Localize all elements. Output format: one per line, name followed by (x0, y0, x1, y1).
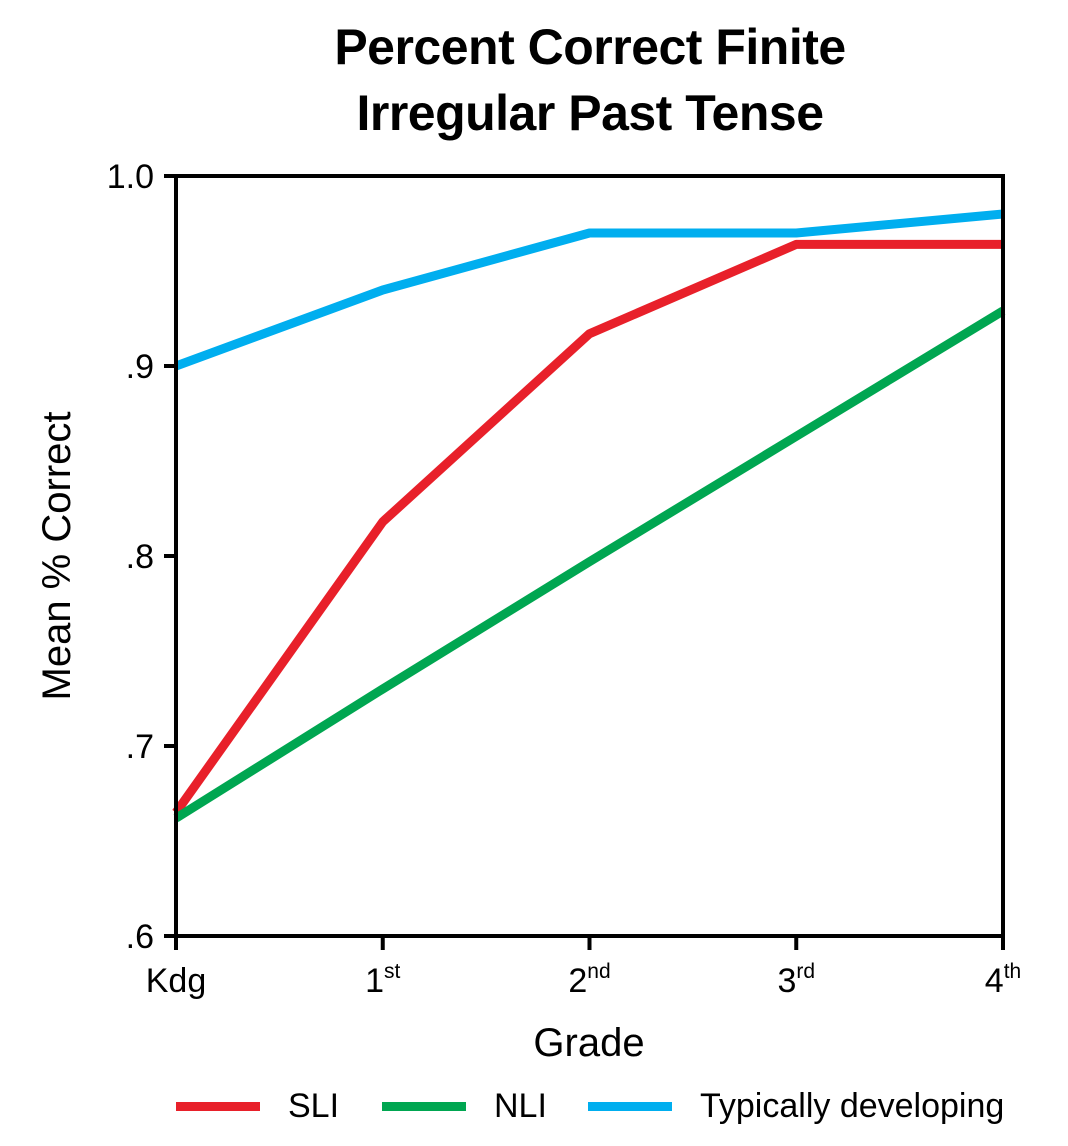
series-line-typically-developing (174, 209, 1004, 371)
y-tick-label: 1.0 (107, 158, 154, 196)
line-chart: 1.0 .9 .8 .7 .6 Kdg 1st 2nd 3rd 4th Grade Mean % … (35, 158, 1021, 1065)
legend-swatch-typically-developing (588, 1101, 672, 1111)
legend-item-typically-developing: Typically developing (588, 1078, 1004, 1134)
x-tick-label: Kdg (146, 962, 207, 1000)
x-tick-label: 3rd (777, 960, 815, 1000)
x-axis-title: Grade (533, 1021, 644, 1065)
legend-label-nli: NLI (494, 1086, 547, 1125)
y-tick-label: .6 (126, 918, 154, 956)
legend-swatch-sli (176, 1101, 260, 1111)
series-line-sli (172, 239, 1003, 816)
chart-title-line-1: Percent Correct Finite (334, 19, 846, 75)
legend: SLI NLI Typically developing (0, 1078, 1068, 1134)
legend-label-sli: SLI (288, 1086, 340, 1125)
y-tick-label: .7 (126, 728, 154, 766)
y-tick-label: .9 (126, 348, 154, 386)
x-tick-label: 1st (365, 960, 400, 1000)
plot-frame (174, 174, 1005, 938)
legend-label-typically-developing: Typically developing (700, 1086, 1005, 1125)
ticks-layer: 1.0 .9 .8 .7 .6 Kdg 1st 2nd 3rd 4th (107, 158, 1021, 1000)
series-layer (172, 209, 1006, 823)
legend-swatch-nli (382, 1101, 466, 1111)
legend-item-nli: NLI (382, 1078, 547, 1134)
chart-title: Percent Correct Finite Irregular Past Te… (0, 14, 1068, 146)
legend-item-sli: SLI (176, 1078, 339, 1134)
series-line-nli (173, 307, 1006, 823)
x-tick-label: 2nd (568, 960, 610, 1000)
chart-title-line-2: Irregular Past Tense (356, 85, 824, 141)
y-axis-title: Mean % Correct (35, 412, 79, 701)
x-tick-label: 4th (985, 960, 1021, 1000)
y-tick-label: .8 (126, 538, 154, 576)
